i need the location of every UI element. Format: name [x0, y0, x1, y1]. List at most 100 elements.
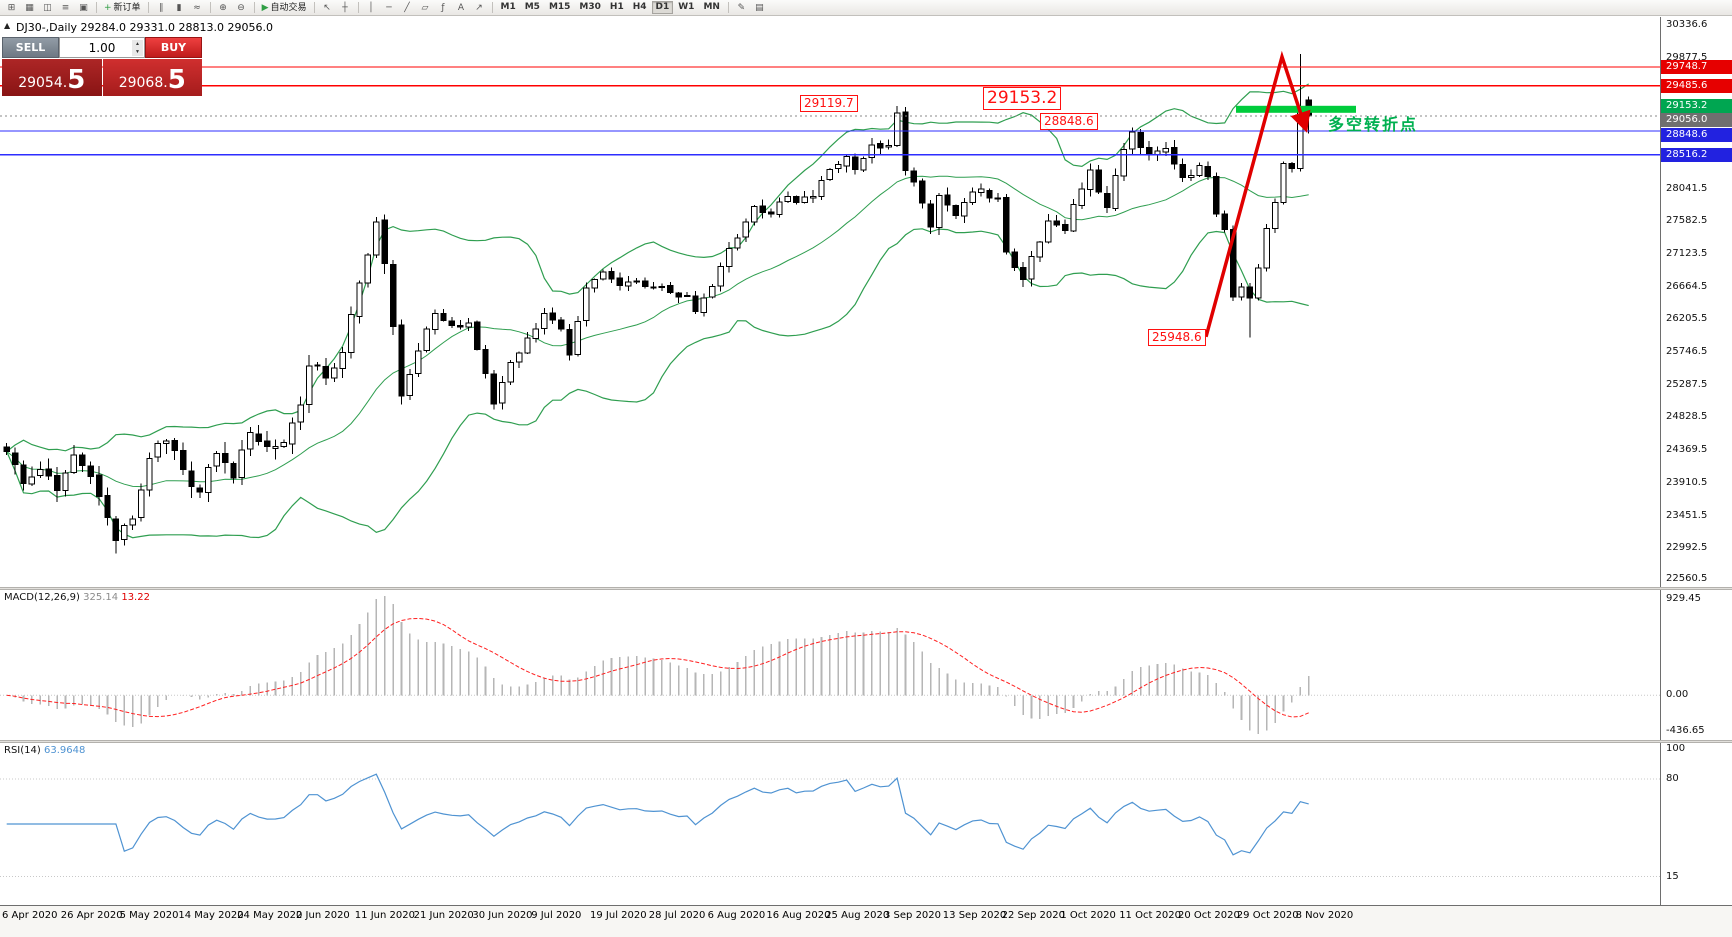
volume-down-icon[interactable]: ▼ — [132, 47, 143, 56]
market-watch-button[interactable]: ◫ — [39, 1, 56, 15]
toolbar: ⊞ ▦ ◫ ≡ ▣ + 新订单 ∥ ▮ ≈ ⊕ ⊖ ▶ 自动交易 ↖ ┼ │ ─ ╱ ▱ ƒ A ↗ M1 M5 M15 M30 H1… — [0, 0, 1732, 16]
timeframe-d1-button[interactable]: D1 — [651, 1, 674, 14]
macd-signal-value: 13.22 — [121, 592, 150, 603]
panel-splitter[interactable] — [0, 587, 1732, 590]
bar-chart-mode-icon: ∥ — [158, 2, 164, 13]
main-chart-plot[interactable] — [0, 17, 1660, 587]
volume-up-icon[interactable]: ▲ — [132, 39, 143, 48]
price-axis[interactable]: 30336.629877.529418.528959.528500.528041… — [1660, 17, 1732, 587]
fibonacci-tool-button[interactable]: ƒ — [435, 1, 452, 15]
price-axis-tick: 27582.5 — [1666, 215, 1708, 227]
trendline-tool-button[interactable]: ╱ — [399, 1, 416, 15]
price-tag-29748.7: 29748.7 — [1661, 59, 1732, 74]
bollinger-bands — [6, 83, 1310, 539]
timeframe-m15-button[interactable]: M15 — [545, 1, 574, 14]
candlestick-mode-button[interactable]: ▮ — [171, 1, 188, 15]
autotrading-button[interactable]: ▶ 自动交易 — [259, 1, 310, 15]
price-tag-28516.2: 28516.2 — [1661, 147, 1732, 162]
channel-tool-button[interactable]: ▱ — [417, 1, 434, 15]
price-annotation-29153.2[interactable]: 29153.2 — [983, 87, 1062, 111]
timeframe-m30-button[interactable]: M30 — [575, 1, 604, 14]
sell-button[interactable]: SELL — [2, 37, 59, 58]
volume-value[interactable]: 1.00 — [88, 40, 116, 55]
ask-price-button[interactable]: 29068. 5 — [102, 59, 202, 96]
bar-chart-mode-button[interactable]: ∥ — [153, 1, 170, 15]
timeframe-h4-button[interactable]: H4 — [629, 1, 651, 14]
templates-icon: ▤ — [755, 2, 764, 13]
objects-list-button[interactable]: ✎ — [733, 1, 750, 15]
text-tool-button[interactable]: A — [453, 1, 470, 15]
time-axis-label: 16 Aug 2020 — [766, 910, 831, 921]
macd-plot[interactable] — [0, 590, 1660, 740]
price-axis-tick: 26664.5 — [1666, 280, 1708, 292]
horizontal-line-tool-button[interactable]: ─ — [381, 1, 398, 15]
time-axis[interactable]: 6 Apr 2020 26 Apr 2020 5 May 2020 14 May 20… — [0, 905, 1732, 937]
trend-arrow[interactable] — [1204, 50, 1311, 338]
time-axis-label: 2 Jun 2020 — [296, 910, 350, 921]
timeframe-mn-button[interactable]: MN — [699, 1, 724, 14]
buy-button[interactable]: BUY — [145, 37, 202, 58]
toolbar-separator — [96, 2, 97, 13]
timeframe-h1-button[interactable]: H1 — [606, 1, 628, 14]
new-chart-button[interactable]: ⊞ — [3, 1, 20, 15]
profiles-button[interactable]: ▦ — [21, 1, 38, 15]
zoom-out-button[interactable]: ⊖ — [233, 1, 250, 15]
channel-tool-icon: ▱ — [421, 2, 429, 13]
candlestick-mode-icon: ▮ — [176, 2, 182, 13]
price-tag-29153.2: 29153.2 — [1661, 99, 1732, 114]
toolbar-separator — [209, 2, 211, 13]
cursor-icon: ↖ — [323, 2, 331, 13]
macd-panel: 929.45 0.00 -436.65 MACD(12,26,9) 325.14 1… — [0, 590, 1732, 740]
market-watch-icon: ◫ — [43, 2, 52, 13]
trendline-tool-icon: ╱ — [404, 2, 410, 13]
zoom-in-icon: ⊕ — [219, 2, 227, 13]
price-axis-tick: 28041.5 — [1666, 182, 1708, 194]
new-order-button[interactable]: + 新订单 — [101, 1, 144, 15]
timeframe-w1-button[interactable]: W1 — [674, 1, 698, 14]
price-annotation-25948.6[interactable]: 25948.6 — [1148, 329, 1206, 346]
chart-window: 30336.629877.529418.528959.528500.528041… — [0, 17, 1732, 937]
time-axis-label: 8 Nov 2020 — [1295, 910, 1354, 921]
zoom-in-button[interactable]: ⊕ — [215, 1, 232, 15]
crosshair-button[interactable]: ┼ — [337, 1, 354, 15]
cursor-button[interactable]: ↖ — [319, 1, 336, 15]
autotrading-label: 自动交易 — [270, 2, 307, 13]
rsi-panel: 100 80 15 RSI(14) 63.9648 — [0, 743, 1732, 905]
rsi-axis-tick: 100 — [1666, 743, 1686, 754]
price-annotation-29119.7[interactable]: 29119.7 — [800, 95, 858, 112]
price-axis-tick: 29877.5 — [1666, 51, 1708, 63]
rsi-axis[interactable]: 100 80 15 — [1660, 743, 1732, 905]
line-chart-mode-button[interactable]: ≈ — [189, 1, 206, 15]
timeframe-m1-button[interactable]: M1 — [497, 1, 520, 14]
templates-button[interactable]: ▤ — [751, 1, 768, 15]
volume-stepper[interactable]: 1.00 ▲ ▼ — [59, 37, 145, 58]
vertical-line-tool-button[interactable]: │ — [363, 1, 380, 15]
bid-price: 29054. — [18, 75, 68, 91]
zoom-out-icon: ⊖ — [237, 2, 245, 13]
bid-price-button[interactable]: 29054. 5 — [2, 59, 102, 96]
ask-price-big-digit: 5 — [167, 65, 186, 95]
navigator-button[interactable]: ≡ — [57, 1, 74, 15]
turning-point-band[interactable] — [1236, 105, 1356, 113]
arrow-tool-button[interactable]: ↗ — [471, 1, 488, 15]
macd-axis[interactable]: 929.45 0.00 -436.65 — [1660, 590, 1732, 740]
bull-bear-turning-point-label[interactable]: 多空转折点 — [1328, 115, 1419, 134]
time-axis-label: 25 Aug 2020 — [825, 910, 890, 921]
terminal-button[interactable]: ▣ — [75, 1, 92, 15]
rsi-label: RSI(14) 63.9648 — [4, 745, 86, 756]
timeframe-m5-button[interactable]: M5 — [521, 1, 544, 14]
panel-splitter[interactable] — [0, 740, 1732, 743]
price-tag-29485.6: 29485.6 — [1661, 78, 1732, 93]
volume-spin-buttons: ▲ ▼ — [132, 38, 143, 57]
price-axis-tick: 24828.5 — [1666, 411, 1708, 423]
time-axis-label: 26 Apr 2020 — [60, 910, 123, 921]
rsi-axis-tick: 15 — [1666, 870, 1679, 882]
price-axis-tick: 25746.5 — [1666, 346, 1708, 358]
rsi-value: 63.9648 — [43, 745, 86, 756]
price-annotation-28848.6[interactable]: 28848.6 — [1040, 113, 1098, 130]
toolbar-separator — [147, 2, 149, 13]
rsi-plot[interactable] — [0, 743, 1660, 905]
time-axis-label: 6 Apr 2020 — [2, 910, 58, 921]
trade-panel-collapse-icon[interactable]: ▲ — [4, 21, 11, 30]
